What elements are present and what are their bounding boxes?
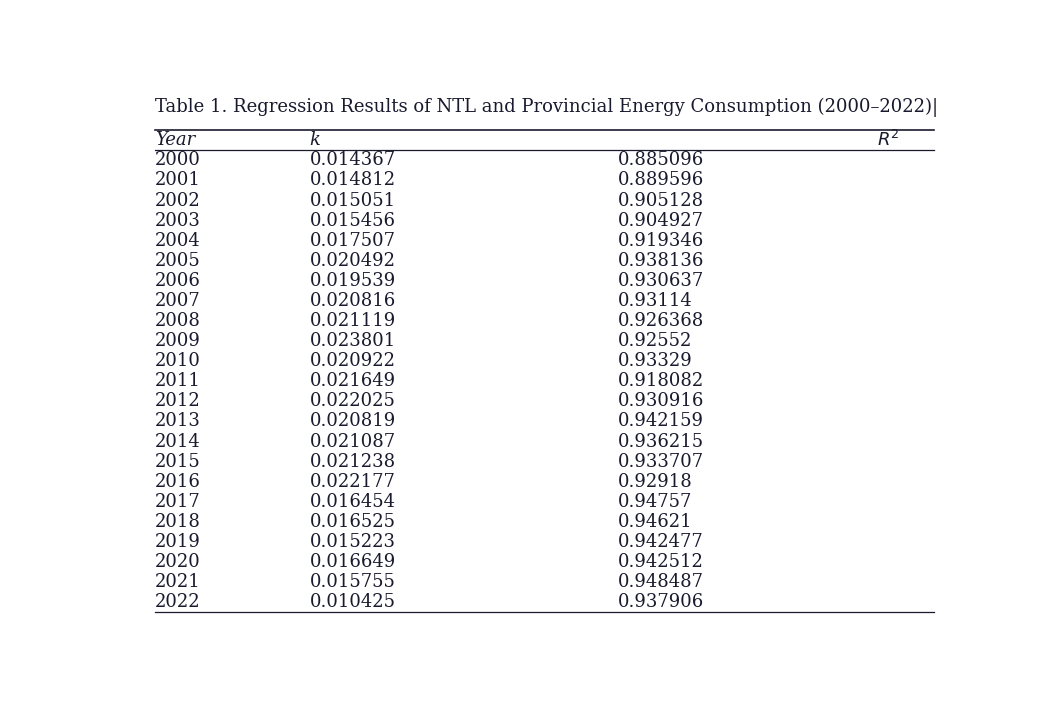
Text: 0.885096: 0.885096 [618, 152, 704, 169]
Text: 0.92918: 0.92918 [618, 472, 692, 491]
Text: 2013: 2013 [155, 413, 201, 430]
Text: Year: Year [155, 131, 196, 150]
Text: 0.933707: 0.933707 [618, 453, 704, 470]
Text: 2011: 2011 [155, 372, 201, 390]
Text: 0.94621: 0.94621 [618, 513, 692, 531]
Text: 0.016454: 0.016454 [310, 493, 396, 511]
Text: 0.92552: 0.92552 [618, 332, 692, 350]
Text: 0.021649: 0.021649 [310, 372, 396, 390]
Text: 0.938136: 0.938136 [618, 252, 704, 270]
Text: 0.942477: 0.942477 [618, 533, 704, 551]
Text: 0.918082: 0.918082 [618, 372, 704, 390]
Text: 0.93114: 0.93114 [618, 292, 692, 310]
Text: $\mathit{R}^2$: $\mathit{R}^2$ [877, 130, 899, 150]
Text: 0.904927: 0.904927 [618, 211, 704, 230]
Text: 2007: 2007 [155, 292, 201, 310]
Text: 0.021238: 0.021238 [310, 453, 396, 470]
Text: 0.022025: 0.022025 [310, 392, 396, 411]
Text: 2003: 2003 [155, 211, 201, 230]
Text: 0.94757: 0.94757 [618, 493, 692, 511]
Text: 2004: 2004 [155, 232, 201, 250]
Text: 0.889596: 0.889596 [618, 171, 704, 190]
Text: 0.948487: 0.948487 [618, 574, 704, 591]
Text: 2012: 2012 [155, 392, 201, 411]
Text: k: k [310, 131, 320, 150]
Text: 0.930637: 0.930637 [618, 272, 704, 290]
Text: 2015: 2015 [155, 453, 201, 470]
Text: 2017: 2017 [155, 493, 201, 511]
Text: 0.015456: 0.015456 [310, 211, 396, 230]
Text: 2002: 2002 [155, 192, 201, 209]
Text: 0.020816: 0.020816 [310, 292, 396, 310]
Text: 0.016525: 0.016525 [310, 513, 396, 531]
Text: 0.017507: 0.017507 [310, 232, 396, 250]
Text: 0.936215: 0.936215 [618, 432, 704, 451]
Text: 0.021087: 0.021087 [310, 432, 396, 451]
Text: 2020: 2020 [155, 553, 201, 571]
Text: 2022: 2022 [155, 593, 201, 611]
Text: 0.015755: 0.015755 [310, 574, 396, 591]
Text: 2008: 2008 [155, 312, 201, 330]
Text: 0.020819: 0.020819 [310, 413, 396, 430]
Text: 0.942159: 0.942159 [618, 413, 704, 430]
Text: 2000: 2000 [155, 152, 201, 169]
Text: 2016: 2016 [155, 472, 201, 491]
Text: 2005: 2005 [155, 252, 201, 270]
Text: 2001: 2001 [155, 171, 201, 190]
Text: 0.022177: 0.022177 [310, 472, 396, 491]
Text: 2009: 2009 [155, 332, 201, 350]
Text: 0.023801: 0.023801 [310, 332, 396, 350]
Text: 2021: 2021 [155, 574, 201, 591]
Text: 0.937906: 0.937906 [618, 593, 704, 611]
Text: Table 1. Regression Results of NTL and Provincial Energy Consumption (2000–2022): Table 1. Regression Results of NTL and P… [155, 98, 938, 117]
Text: 2010: 2010 [155, 352, 201, 370]
Text: 0.020492: 0.020492 [310, 252, 396, 270]
Text: 2014: 2014 [155, 432, 201, 451]
Text: 0.942512: 0.942512 [618, 553, 704, 571]
Text: 0.015223: 0.015223 [310, 533, 396, 551]
Text: 0.019539: 0.019539 [310, 272, 396, 290]
Text: 0.010425: 0.010425 [310, 593, 396, 611]
Text: 0.016649: 0.016649 [310, 553, 396, 571]
Text: 0.905128: 0.905128 [618, 192, 704, 209]
Text: 0.015051: 0.015051 [310, 192, 396, 209]
Text: 0.014812: 0.014812 [310, 171, 396, 190]
Text: 0.93329: 0.93329 [618, 352, 692, 370]
Text: 2019: 2019 [155, 533, 201, 551]
Text: 2006: 2006 [155, 272, 201, 290]
Text: 0.014367: 0.014367 [310, 152, 396, 169]
Text: 0.021119: 0.021119 [310, 312, 396, 330]
Text: 0.926368: 0.926368 [618, 312, 704, 330]
Text: 0.020922: 0.020922 [310, 352, 396, 370]
Text: 0.919346: 0.919346 [618, 232, 704, 250]
Text: 2018: 2018 [155, 513, 201, 531]
Text: 0.930916: 0.930916 [618, 392, 704, 411]
